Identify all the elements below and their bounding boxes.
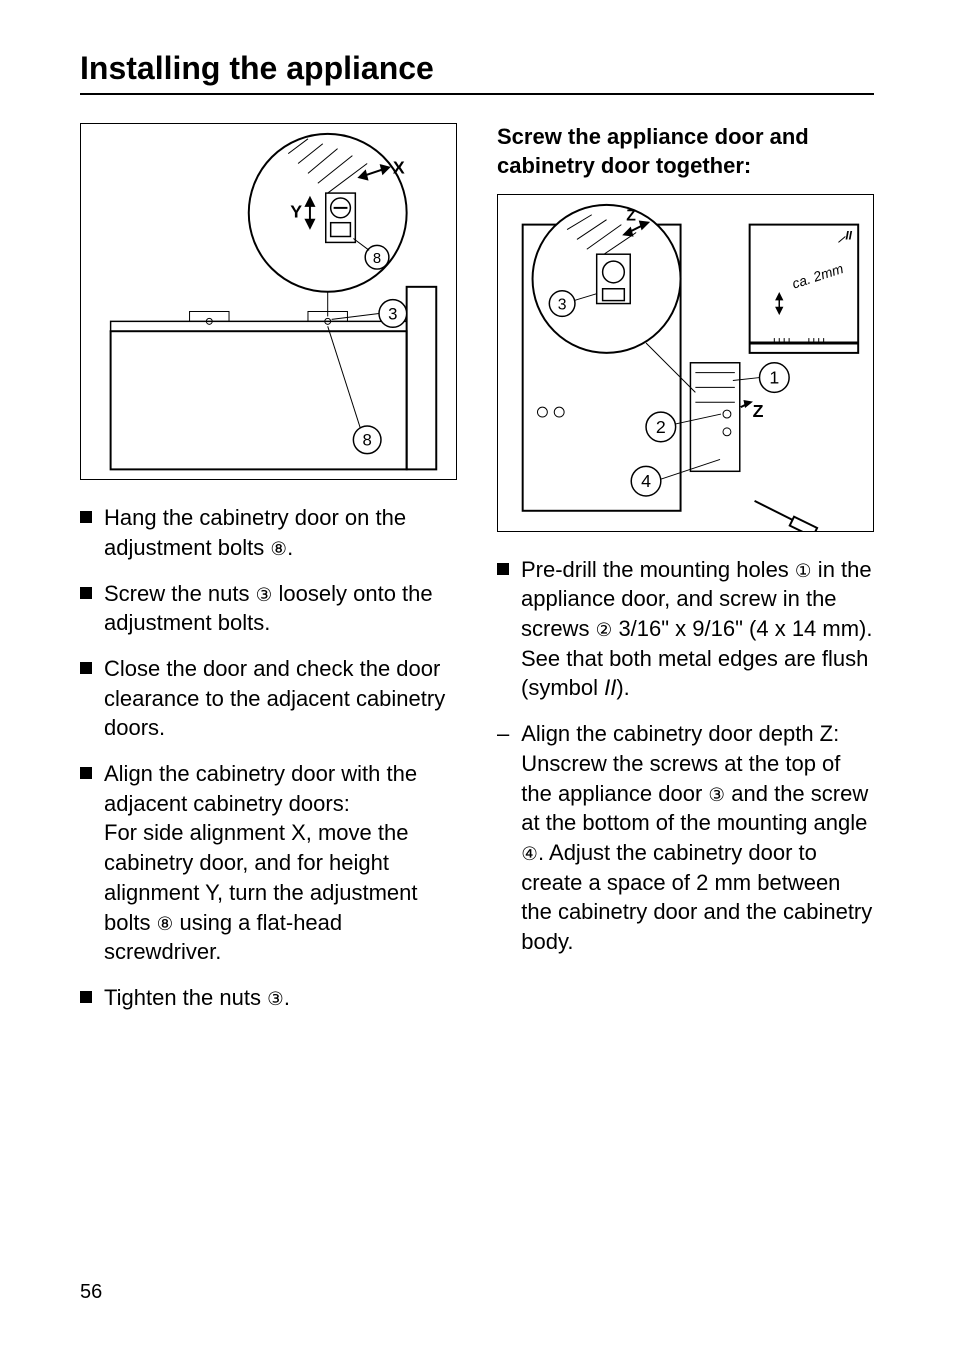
square-bullet-icon — [80, 662, 92, 674]
label-gap: ca. 2mm — [790, 260, 845, 292]
instruction-text: Tighten the nuts ③. — [104, 983, 290, 1013]
label-X: X — [393, 157, 405, 177]
label-Y: Y — [290, 202, 302, 222]
title-rule — [80, 93, 874, 95]
right-subhead: Screw the appliance door and cabinetry d… — [497, 123, 874, 180]
label-3: 3 — [388, 304, 397, 323]
figure-right: II ca. 2mm — [497, 194, 874, 532]
list-item: Align the cabinetry door with the adjace… — [80, 759, 457, 967]
instruction-text: Align the cabinetry door with the adjace… — [104, 759, 457, 967]
square-bullet-icon — [497, 563, 509, 575]
square-bullet-icon — [80, 767, 92, 779]
instruction-text: Close the door and check the door cleara… — [104, 654, 457, 743]
list-item: Tighten the nuts ③. — [80, 983, 457, 1013]
page: Installing the appliance — [0, 0, 954, 1352]
instruction-text: Hang the cabinetry door on the adjustmen… — [104, 503, 457, 562]
figure-left: X Y 8 3 8 — [80, 123, 457, 480]
right-instructions: Pre-drill the mounting holes ① in the ap… — [497, 555, 874, 957]
content-columns: X Y 8 3 8 — [80, 123, 874, 1029]
list-item: Screw the nuts ③ loosely onto the adjust… — [80, 579, 457, 638]
label-8-upper: 8 — [373, 251, 381, 267]
dash-bullet-icon: – — [497, 719, 509, 749]
list-item: –Align the cabinetry door depth Z: Unscr… — [497, 719, 874, 957]
right-column: Screw the appliance door and cabinetry d… — [497, 123, 874, 1029]
instruction-text: Pre-drill the mounting holes ① in the ap… — [521, 555, 874, 703]
label-Z-upper: Z — [626, 208, 636, 225]
left-column: X Y 8 3 8 — [80, 123, 457, 1029]
square-bullet-icon — [80, 511, 92, 523]
instruction-text: Align the cabinetry door depth Z: Unscre… — [521, 719, 874, 957]
instruction-text: Screw the nuts ③ loosely onto the adjust… — [104, 579, 457, 638]
label-2: 2 — [656, 417, 666, 437]
label-4: 4 — [641, 471, 651, 491]
left-instructions: Hang the cabinetry door on the adjustmen… — [80, 503, 457, 1012]
label-II: II — [845, 229, 852, 243]
label-8-lower: 8 — [363, 431, 372, 450]
square-bullet-icon — [80, 991, 92, 1003]
list-item: Hang the cabinetry door on the adjustmen… — [80, 503, 457, 562]
label-3-right: 3 — [558, 297, 567, 314]
square-bullet-icon — [80, 587, 92, 599]
label-Z-lower: Z — [753, 401, 764, 421]
list-item: Pre-drill the mounting holes ① in the ap… — [497, 555, 874, 703]
list-item: Close the door and check the door cleara… — [80, 654, 457, 743]
page-title: Installing the appliance — [80, 50, 874, 87]
label-1: 1 — [769, 368, 779, 388]
page-number: 56 — [80, 1281, 102, 1304]
